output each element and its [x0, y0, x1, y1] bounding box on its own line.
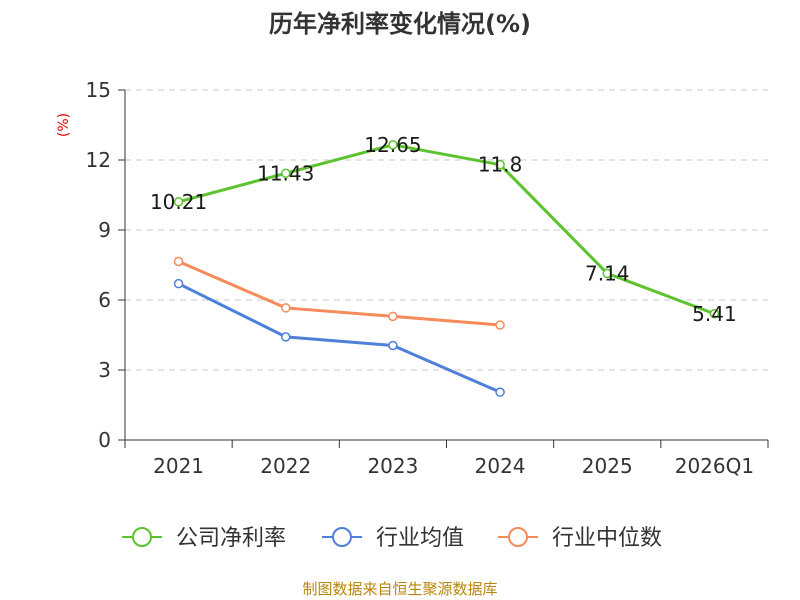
series-2-point-3 [495, 320, 505, 330]
series-2-point-0 [173, 256, 184, 267]
series-0-point-5 [709, 309, 720, 319]
series-1-point-1 [281, 332, 291, 342]
x-tick-label-0: 2021 [153, 454, 204, 478]
series-1-point-2 [388, 340, 398, 351]
data-label-layer: 10.21 11.43 12.65 11.8 7.14 5.41 [150, 133, 737, 326]
data-label-0-4: 7.14 [585, 261, 630, 285]
chart-title: 历年净利率变化情况(%) [269, 10, 531, 38]
series-0-point-2 [388, 140, 398, 150]
x-tick-label-3: 2024 [475, 454, 526, 478]
series-0-point-3 [495, 159, 505, 170]
series-0-point-0 [173, 197, 184, 207]
series-1-point-0 [173, 278, 184, 289]
legend-label-2: 行业中位数 [552, 526, 662, 551]
y-tick-label-5: 15 [86, 78, 111, 102]
y-tick-label-0: 0 [98, 428, 111, 452]
series-1-point-3 [495, 387, 505, 397]
series-2-point-2 [388, 311, 398, 322]
legend-item-0[interactable]: 公司净利率 [122, 526, 286, 551]
series-line-1 [177, 282, 501, 394]
data-label-0-3: 11.8 [478, 153, 523, 177]
legend-label-1: 行业均值 [376, 526, 464, 551]
axis-layer: 0 3 6 9 12 15 2021 2022 2023 2024 2025 2026Q1 [86, 78, 769, 478]
legend-marker-1 [332, 527, 352, 547]
series-0-point-4 [602, 268, 612, 279]
data-label-0-2: 12.65 [364, 133, 421, 157]
legend-label-0: 公司净利率 [176, 526, 286, 551]
series-2-point-1 [281, 303, 291, 313]
y-axis-label: (%) [56, 113, 72, 137]
series-line-2 [177, 260, 501, 327]
x-tick-label-4: 2025 [582, 454, 633, 478]
grid-layer [125, 89, 768, 371]
legend-item-1[interactable]: 行业均值 [322, 526, 464, 551]
data-label-0-0: 10.21 [150, 190, 207, 214]
series-line-0 [178, 143, 715, 316]
series-layer [173, 140, 720, 397]
legend-marker-2 [508, 527, 528, 547]
legend: 公司净利率 行业均值 行业中位数 [122, 526, 662, 551]
data-label-0-5: 5.41 [692, 302, 737, 326]
x-tick-label-2: 2023 [367, 454, 418, 478]
source-note: 制图数据来自恒生聚源数据库 [302, 580, 497, 598]
series-0-point-1 [281, 168, 291, 179]
x-tick-label-5: 2026Q1 [675, 454, 754, 478]
data-label-0-1: 11.43 [257, 161, 314, 185]
legend-item-2[interactable]: 行业中位数 [498, 526, 662, 551]
y-tick-label-3: 9 [98, 218, 111, 242]
y-tick-label-2: 6 [98, 288, 111, 312]
y-tick-label-4: 12 [86, 148, 111, 172]
legend-marker-0 [132, 527, 152, 547]
y-tick-label-1: 3 [98, 358, 111, 382]
x-tick-label-1: 2022 [260, 454, 311, 478]
